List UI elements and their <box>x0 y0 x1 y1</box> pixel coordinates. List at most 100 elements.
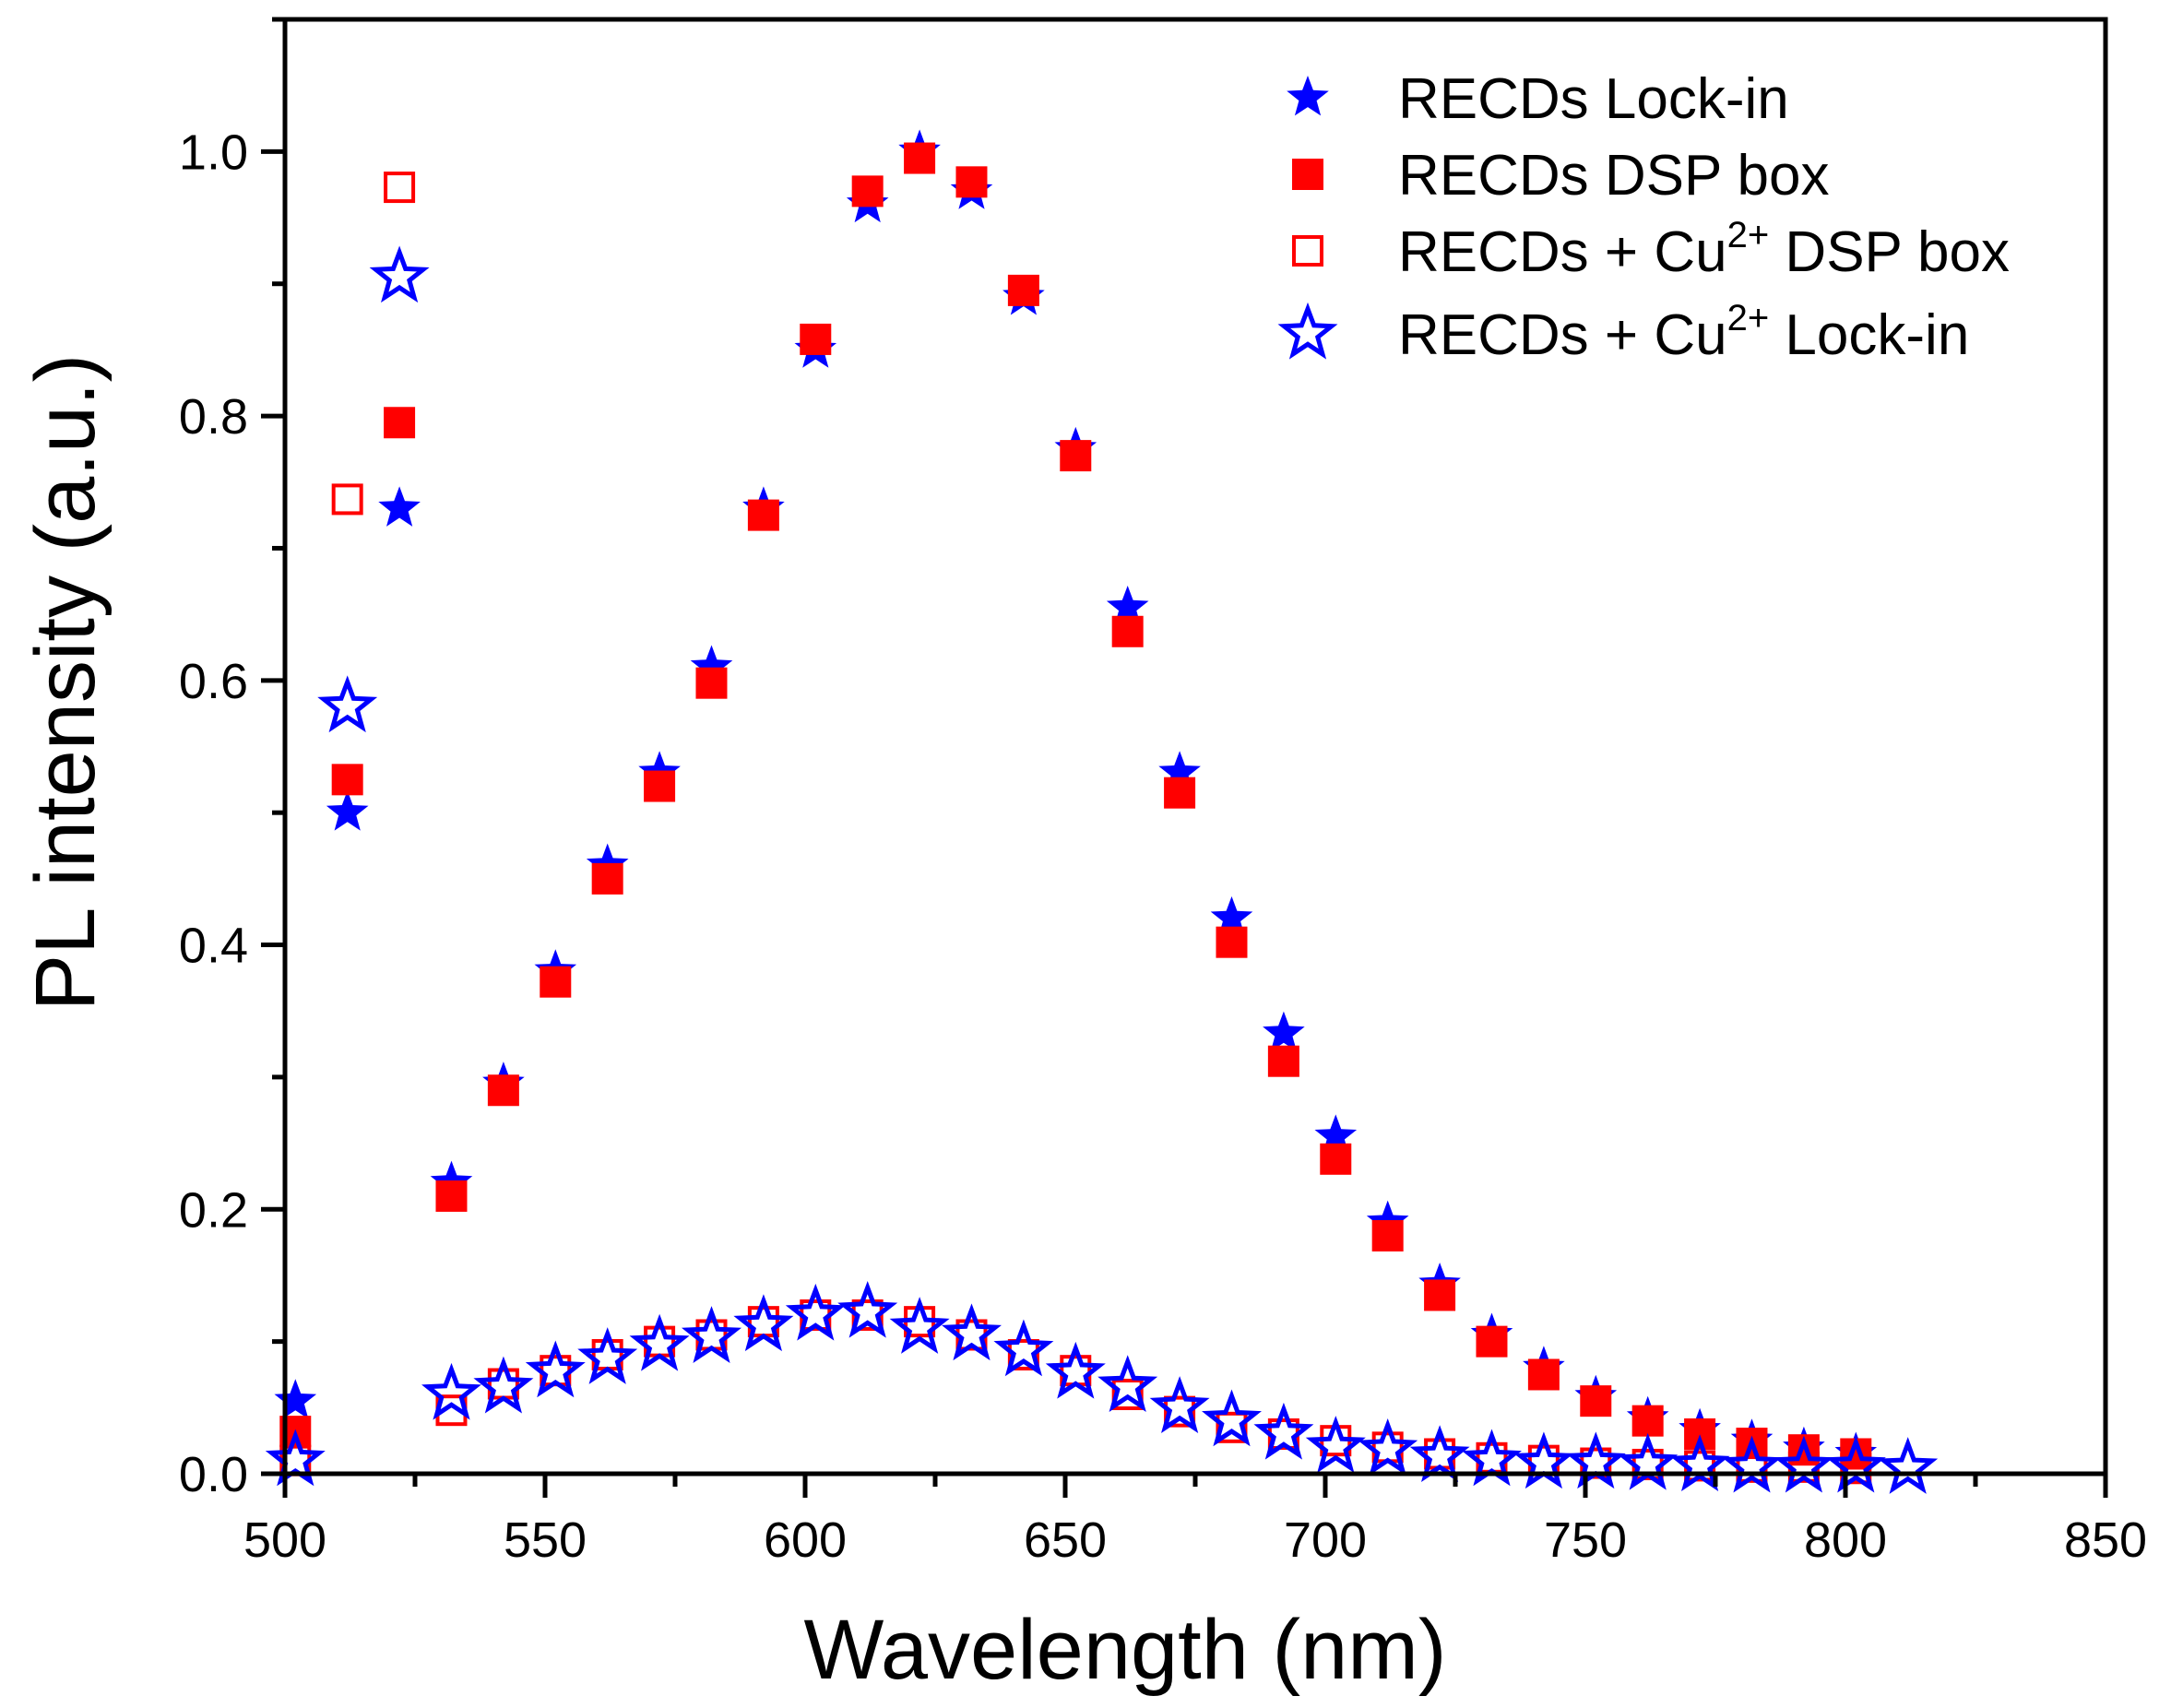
data-point <box>629 1313 690 1371</box>
legend-label: RECDs + Cu2+ Lock-in <box>1398 298 1969 367</box>
x-tick-label: 600 <box>764 1512 847 1568</box>
data-point <box>851 175 884 208</box>
data-point <box>265 1429 326 1487</box>
data-point <box>384 172 416 204</box>
data-point <box>1371 1219 1404 1251</box>
data-point <box>1111 615 1144 647</box>
legend-superscript: 2+ <box>1727 298 1770 338</box>
data-point <box>1878 1437 1939 1494</box>
y-tick-label: 1.0 <box>179 125 248 180</box>
legend-text: RECDs DSP box <box>1398 144 1829 208</box>
data-point <box>1669 1434 1730 1491</box>
legend-text: DSP box <box>1769 220 2010 284</box>
data-point <box>955 166 988 198</box>
x-tick-label: 550 <box>504 1512 587 1568</box>
legend-label: RECDs DSP box <box>1398 144 1829 208</box>
data-point <box>378 486 421 527</box>
data-point <box>591 862 623 895</box>
legend-text: Lock-in <box>1769 303 1969 367</box>
data-point <box>421 1362 481 1420</box>
data-point <box>1631 1405 1664 1437</box>
data-point <box>733 1294 794 1352</box>
y-axis-label: PL intensity (a.u.) <box>18 354 113 1011</box>
data-point <box>525 1340 586 1398</box>
data-point <box>785 1283 846 1341</box>
data-point <box>1774 1435 1834 1493</box>
series-2 <box>279 172 1872 1485</box>
data-point <box>331 483 363 516</box>
x-tick-label: 500 <box>243 1512 326 1568</box>
x-tick-label: 750 <box>1544 1512 1627 1568</box>
x-tick-label: 700 <box>1284 1512 1367 1568</box>
data-point <box>1007 274 1039 306</box>
data-point <box>1253 1402 1314 1460</box>
data-point <box>369 245 430 303</box>
data-point <box>1060 440 1092 472</box>
legend-text: RECDs + Cu <box>1398 220 1727 284</box>
data-point <box>1216 926 1248 958</box>
data-point <box>1007 1338 1039 1370</box>
legend-label: RECDs Lock-in <box>1398 67 1789 131</box>
legend-text: RECDs Lock-in <box>1398 67 1789 131</box>
legend-text: RECDs + Cu <box>1398 303 1727 367</box>
x-axis-label: Wavelength (nm) <box>803 1603 1446 1697</box>
data-point <box>1164 1395 1196 1428</box>
data-point <box>1158 751 1201 791</box>
data-point <box>1111 1378 1144 1410</box>
data-point <box>1149 1376 1210 1433</box>
data-point <box>577 1327 638 1384</box>
data-point <box>695 667 728 699</box>
data-point <box>1216 1411 1248 1443</box>
series-3 <box>265 245 1939 1494</box>
data-point <box>1202 1389 1262 1447</box>
legend-item: RECDs DSP box <box>1292 144 1829 208</box>
data-point <box>317 675 378 733</box>
x-tick-label: 650 <box>1024 1512 1107 1568</box>
data-point <box>644 770 676 802</box>
data-point <box>473 1356 534 1414</box>
data-marks <box>265 129 1939 1494</box>
data-point <box>1045 1341 1106 1399</box>
data-point <box>681 1306 742 1363</box>
data-point <box>800 323 832 355</box>
data-point <box>993 1319 1054 1377</box>
legend-marker <box>1287 76 1329 116</box>
data-point <box>1580 1385 1612 1417</box>
data-point <box>690 645 733 685</box>
data-point <box>747 499 779 531</box>
data-point <box>326 790 369 831</box>
data-point <box>1476 1325 1508 1358</box>
data-point <box>904 142 936 174</box>
data-point <box>487 1074 519 1107</box>
data-point <box>331 764 363 796</box>
data-point <box>1267 1045 1299 1077</box>
data-point <box>1358 1418 1418 1476</box>
data-point <box>1210 896 1253 937</box>
y-tick-label: 0.0 <box>179 1447 248 1502</box>
data-point <box>837 1280 898 1338</box>
y-tick-label: 0.4 <box>179 919 248 974</box>
data-point <box>1527 1358 1560 1391</box>
data-point <box>1424 1279 1456 1311</box>
data-point <box>540 966 572 998</box>
data-point <box>1097 1355 1158 1412</box>
legend-label: RECDs + Cu2+ DSP box <box>1398 215 2010 284</box>
x-tick-label: 850 <box>2064 1512 2147 1568</box>
data-point <box>1409 1425 1470 1482</box>
legend-marker <box>1292 235 1323 267</box>
data-point <box>1106 586 1149 626</box>
data-point <box>435 1180 468 1212</box>
data-point <box>1164 777 1196 809</box>
y-tick-label: 0.6 <box>179 654 248 709</box>
data-point <box>1320 1143 1352 1175</box>
data-point <box>942 1303 1002 1361</box>
data-point <box>1305 1416 1366 1473</box>
legend-item: RECDs + Cu2+ Lock-in <box>1277 298 1969 367</box>
legend-marker <box>1292 159 1323 190</box>
data-point <box>1263 1011 1305 1051</box>
series-1 <box>279 142 1872 1470</box>
data-point <box>384 407 416 439</box>
legend-superscript: 2+ <box>1727 215 1770 255</box>
